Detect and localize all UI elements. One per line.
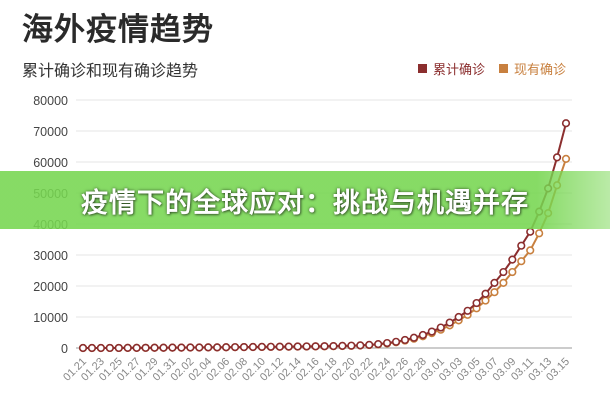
data-point: [436, 323, 445, 332]
data-point: [454, 312, 463, 322]
y-tick-label: 20000: [33, 280, 68, 294]
data-point: [535, 229, 544, 238]
data-point: [356, 341, 365, 350]
data-point: [517, 241, 526, 250]
data-point: [311, 342, 320, 351]
data-point: [347, 341, 356, 350]
data-point: [490, 288, 499, 297]
page-title: 海外疫情趋势: [22, 12, 214, 48]
data-point: [526, 227, 535, 236]
data-point: [78, 343, 88, 353]
legend-swatch-cumulative: [417, 64, 427, 73]
y-tick-label: 80000: [33, 94, 68, 108]
data-point: [257, 342, 266, 351]
data-point: [508, 267, 517, 277]
data-point: [427, 327, 436, 336]
legend-item-cumulative[interactable]: 累计确诊: [417, 59, 485, 78]
y-tick-label: 70000: [33, 125, 68, 139]
data-point: [561, 154, 571, 163]
data-point: [499, 278, 508, 288]
data-point: [132, 343, 141, 352]
data-point: [177, 343, 186, 352]
data-point: [445, 318, 454, 327]
legend: 累计确诊 现有确诊: [417, 59, 566, 78]
data-point: [472, 298, 481, 308]
data-point: [391, 337, 401, 346]
data-point: [123, 343, 132, 353]
series-cumulative: [78, 119, 571, 353]
data-point: [96, 343, 105, 353]
data-point: [87, 343, 97, 353]
data-point: [374, 340, 383, 349]
data-point: [150, 343, 159, 352]
data-point: [222, 343, 231, 352]
data-point: [526, 246, 535, 255]
data-point: [409, 333, 419, 342]
data-point: [490, 278, 499, 288]
series-line: [82, 122, 567, 349]
data-point: [302, 342, 311, 351]
data-point: [383, 338, 392, 348]
data-point: [168, 343, 177, 352]
data-point: [248, 342, 258, 352]
y-tick-label: 30000: [33, 249, 68, 263]
data-point: [463, 306, 472, 315]
y-tick-label: 60000: [33, 156, 68, 170]
legend-item-current[interactable]: 现有确诊: [498, 59, 566, 78]
data-point: [284, 342, 293, 351]
data-point: [338, 341, 347, 350]
data-point: [481, 289, 490, 298]
data-point: [561, 119, 571, 128]
data-point: [186, 343, 195, 352]
data-point: [418, 330, 427, 340]
chart-title: 累计确诊和现有确诊趋势: [22, 61, 199, 80]
y-tick-label: 0: [61, 342, 68, 356]
data-point: [293, 342, 302, 351]
data-point: [213, 343, 222, 352]
data-point: [400, 335, 410, 345]
data-point: [320, 342, 329, 351]
data-point: [517, 257, 526, 266]
data-point: [365, 340, 374, 350]
data-point: [266, 342, 275, 351]
legend-label-current: 现有确诊: [513, 63, 566, 78]
data-point: [114, 343, 123, 353]
legend-swatch-current: [498, 64, 508, 73]
banner-text: 疫情下的全球应对：挑战与机遇并存: [81, 187, 529, 219]
data-point: [159, 343, 168, 352]
data-point: [141, 343, 150, 352]
data-point: [552, 153, 562, 162]
data-point: [329, 341, 338, 351]
data-point: [195, 343, 204, 352]
data-point: [105, 343, 114, 353]
data-point: [481, 296, 490, 305]
data-point: [275, 342, 284, 351]
data-point: [499, 267, 508, 277]
data-point: [508, 255, 517, 264]
headline-banner: 疫情下的全球应对：挑战与机遇并存: [0, 171, 610, 229]
data-point: [239, 342, 249, 352]
y-tick-label: 10000: [33, 311, 68, 325]
data-point: [230, 343, 240, 352]
legend-label-cumulative: 累计确诊: [432, 63, 485, 78]
data-point: [204, 343, 213, 352]
